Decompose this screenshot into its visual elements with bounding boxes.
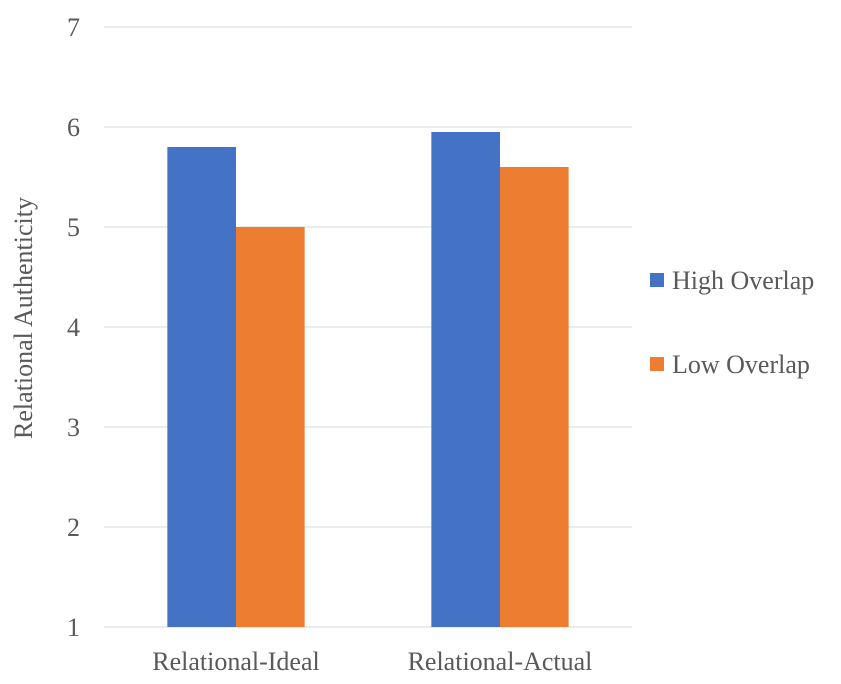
bar-low-overlap-relational-ideal: [236, 227, 305, 627]
y-tick-label: 2: [67, 513, 80, 542]
y-tick-label: 7: [67, 13, 80, 42]
x-category-label: Relational-Ideal: [152, 647, 319, 676]
y-axis-title: Relational Authenticity: [9, 197, 38, 439]
bar-high-overlap-relational-actual: [431, 132, 500, 627]
bar-low-overlap-relational-actual: [500, 167, 569, 627]
y-tick-label: 3: [67, 413, 80, 442]
y-tick-label: 4: [67, 313, 80, 342]
bar-high-overlap-relational-ideal: [167, 147, 236, 627]
legend: High Overlap Low Overlap: [650, 266, 814, 379]
y-axis-ticks: 1 2 3 4 5 6 7: [67, 13, 80, 642]
legend-label: Low Overlap: [672, 350, 810, 379]
bars: [167, 132, 569, 627]
x-category-label: Relational-Actual: [408, 647, 593, 676]
x-axis-categories: Relational-Ideal Relational-Actual: [152, 647, 592, 676]
y-tick-label: 6: [67, 113, 80, 142]
legend-label: High Overlap: [672, 266, 814, 295]
y-tick-label: 1: [67, 613, 80, 642]
legend-swatch: [650, 273, 664, 287]
legend-swatch: [650, 357, 664, 371]
y-tick-label: 5: [67, 213, 80, 242]
